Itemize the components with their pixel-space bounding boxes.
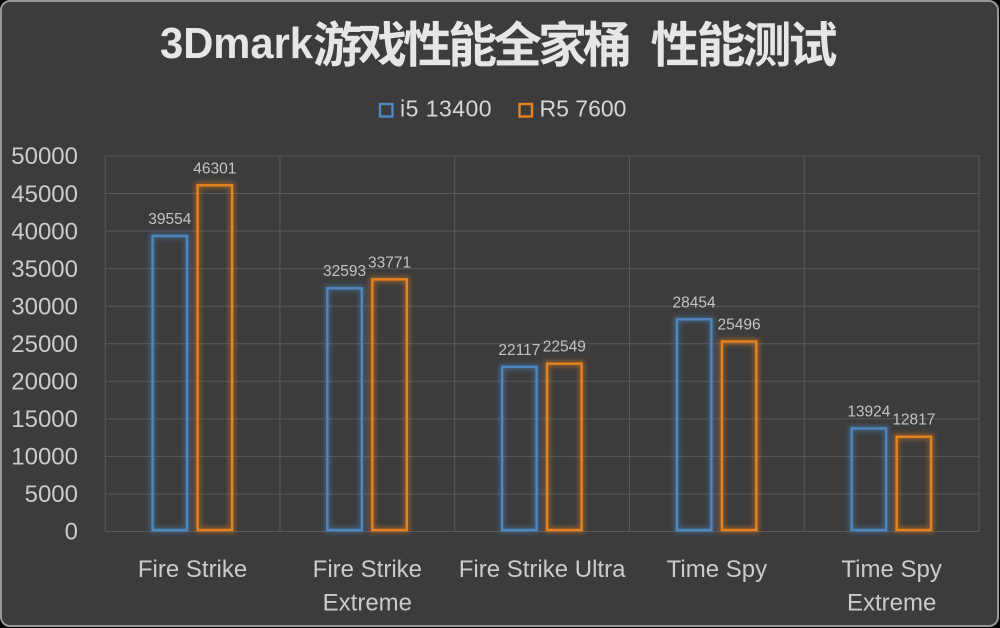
svg-text:13924: 13924 <box>847 403 890 420</box>
svg-text:35000: 35000 <box>11 256 78 283</box>
svg-text:10000: 10000 <box>11 444 78 471</box>
svg-text:R5 7600: R5 7600 <box>540 96 627 122</box>
svg-text:Extreme: Extreme <box>847 589 936 616</box>
svg-text:25000: 25000 <box>11 331 78 358</box>
svg-text:22549: 22549 <box>543 339 586 356</box>
svg-text:32593: 32593 <box>323 263 366 280</box>
svg-text:46301: 46301 <box>193 160 236 177</box>
svg-text:22117: 22117 <box>498 342 540 359</box>
svg-text:Extreme: Extreme <box>323 589 412 616</box>
svg-text:Fire Strike: Fire Strike <box>313 556 422 583</box>
svg-text:40000: 40000 <box>11 218 78 245</box>
svg-text:15000: 15000 <box>11 406 78 433</box>
svg-text:30000: 30000 <box>11 293 78 320</box>
svg-text:28454: 28454 <box>673 294 716 311</box>
svg-text:5000: 5000 <box>25 481 78 508</box>
svg-text:0: 0 <box>65 519 78 546</box>
svg-text:20000: 20000 <box>11 369 78 396</box>
svg-text:Time Spy: Time Spy <box>667 556 767 583</box>
svg-text:Fire Strike: Fire Strike <box>138 556 247 583</box>
svg-text:45000: 45000 <box>11 181 78 208</box>
svg-text:50000: 50000 <box>11 143 78 170</box>
svg-text:39554: 39554 <box>148 211 191 228</box>
svg-text:3Dmark: 3Dmark <box>160 19 313 68</box>
svg-text:12817: 12817 <box>892 412 935 429</box>
svg-text:33771: 33771 <box>368 254 411 271</box>
svg-text:25496: 25496 <box>718 317 761 334</box>
svg-text:Fire Strike Ultra: Fire Strike Ultra <box>459 556 626 583</box>
svg-text:Time Spy: Time Spy <box>841 556 941 583</box>
svg-text:i5 13400: i5 13400 <box>400 96 492 122</box>
